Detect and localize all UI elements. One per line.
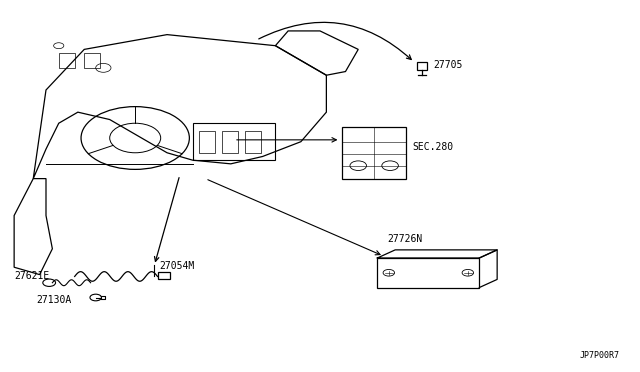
Text: SEC.280: SEC.280 (412, 142, 454, 152)
Bar (84, 53, 100, 68)
Bar (193, 123, 275, 160)
Bar (222, 131, 239, 153)
Text: 27705: 27705 (433, 60, 463, 70)
Bar (157, 272, 170, 279)
Bar (378, 258, 479, 288)
Text: 27726N: 27726N (387, 234, 422, 244)
Text: 27621E: 27621E (14, 272, 49, 282)
Bar (59, 53, 75, 68)
Bar (417, 62, 427, 70)
Text: 27054M: 27054M (159, 261, 195, 271)
Text: 27130A: 27130A (36, 295, 72, 305)
Bar (342, 127, 406, 179)
Text: JP7P00R7: JP7P00R7 (579, 350, 620, 359)
Bar (199, 131, 216, 153)
Bar (245, 131, 261, 153)
